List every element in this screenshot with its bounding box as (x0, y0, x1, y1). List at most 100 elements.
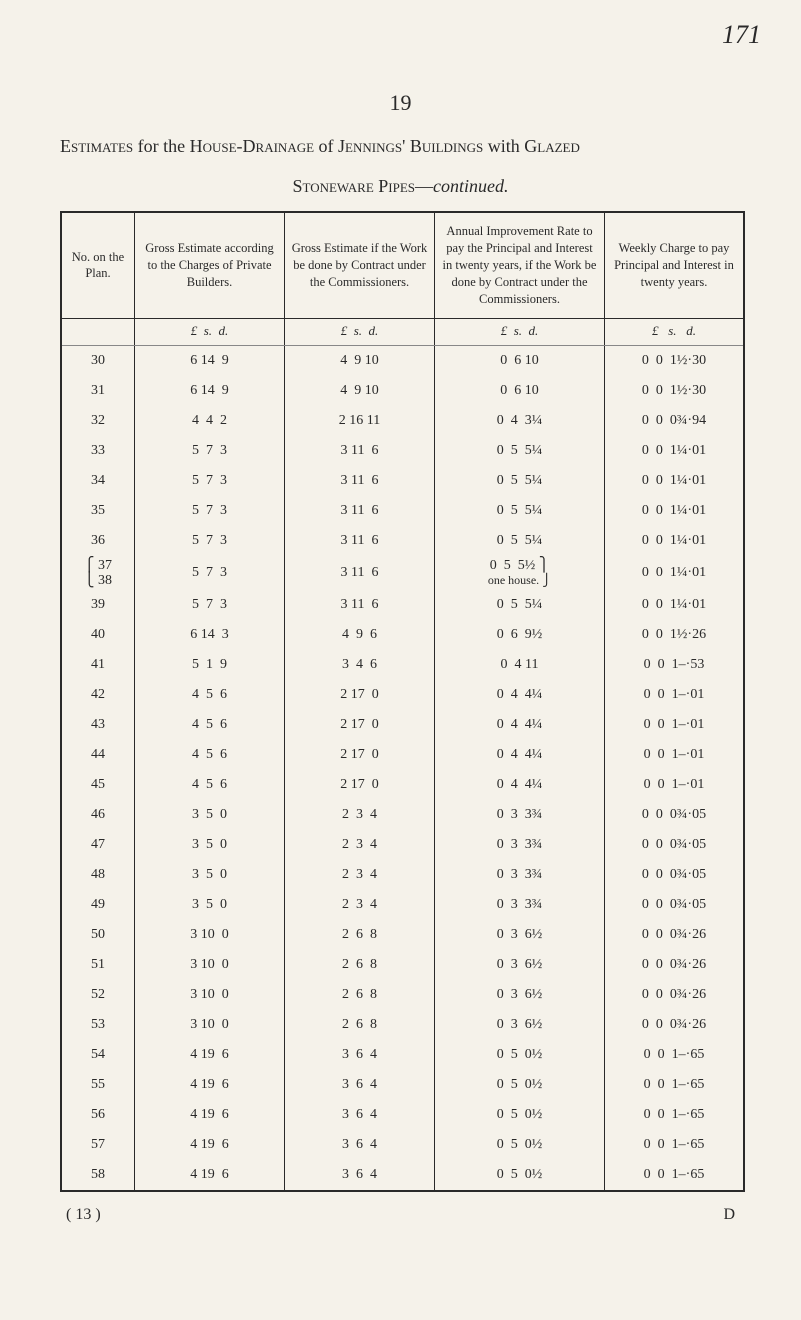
subhead-sc: Stoneware Pipes (293, 176, 416, 196)
cell-contract: 2 6 8 (285, 920, 435, 950)
cell-contract: 2 17 0 (285, 770, 435, 800)
table-row: 584 19 63 6 40 5 0½0 0 1–·65 (62, 1160, 743, 1190)
cell-gross: 4 19 6 (135, 1070, 285, 1100)
cell-weekly: 0 0 0¾·26 (605, 980, 744, 1010)
table-row: 473 5 02 3 40 3 3¾0 0 0¾·05 (62, 830, 743, 860)
cell-contract: 4 9 10 (285, 376, 435, 406)
table-row: 335 7 33 11 60 5 5¼0 0 1¼·01 (62, 436, 743, 466)
cell-gross: 4 5 6 (135, 710, 285, 740)
cell-gross: 5 7 3 (135, 556, 285, 591)
cell-plan: 55 (62, 1070, 135, 1100)
table-row: 533 10 02 6 80 3 6½0 0 0¾·26 (62, 1010, 743, 1040)
subhead-dash: — (415, 176, 433, 196)
table-header-row: No. on the Plan. Gross Estimate accordin… (62, 213, 743, 318)
cell-contract: 2 17 0 (285, 680, 435, 710)
cell-weekly: 0 0 1¼·01 (605, 590, 744, 620)
cell-gross: 4 19 6 (135, 1130, 285, 1160)
cell-contract: 3 6 4 (285, 1160, 435, 1190)
cell-contract: 4 9 6 (285, 620, 435, 650)
table-row: 544 19 63 6 40 5 0½0 0 1–·65 (62, 1040, 743, 1070)
cell-contract: 2 6 8 (285, 950, 435, 980)
cell-gross: 5 7 3 (135, 466, 285, 496)
cell-weekly: 0 0 0¾·94 (605, 406, 744, 436)
cell-plan: 42 (62, 680, 135, 710)
cell-contract: 2 16 11 (285, 406, 435, 436)
cell-gross: 4 19 6 (135, 1160, 285, 1190)
cell-annual: 0 4 3¼ (435, 406, 605, 436)
cell-contract: 3 6 4 (285, 1130, 435, 1160)
cell-contract: 2 17 0 (285, 710, 435, 740)
cell-annual: 0 6 10 (435, 376, 605, 406)
cell-plan: 39 (62, 590, 135, 620)
cell-plan: 40 (62, 620, 135, 650)
cell-weekly: 0 0 1¼·01 (605, 436, 744, 466)
col-header-weekly: Weekly Charge to pay Principal and Inter… (605, 213, 744, 318)
cell-gross: 5 1 9 (135, 650, 285, 680)
cell-gross: 4 19 6 (135, 1040, 285, 1070)
cell-annual: 0 6 9½ (435, 620, 605, 650)
cell-plan: 54 (62, 1040, 135, 1070)
table-row: 503 10 02 6 80 3 6½0 0 0¾·26 (62, 920, 743, 950)
cell-gross: 4 4 2 (135, 406, 285, 436)
cell-contract: 3 11 6 (285, 590, 435, 620)
cell-contract: 3 6 4 (285, 1040, 435, 1070)
cell-weekly: 0 0 1¼·01 (605, 556, 744, 591)
cell-weekly: 0 0 1–·65 (605, 1040, 744, 1070)
cell-contract: 2 3 4 (285, 890, 435, 920)
table-row: 365 7 33 11 60 5 5¼0 0 1¼·01 (62, 526, 743, 556)
cell-annual: 0 5 5¼ (435, 526, 605, 556)
cell-plan: 33 (62, 436, 135, 466)
cell-weekly: 0 0 1–·65 (605, 1070, 744, 1100)
table-row: 424 5 62 17 00 4 4¼0 0 1–·01 (62, 680, 743, 710)
heading-sc1: House-Drainage (190, 136, 314, 156)
footer-left: ( 13 ) (66, 1206, 101, 1224)
heading: Estimates for the House-Drainage of Jenn… (60, 134, 741, 158)
cell-weekly: 0 0 1¼·01 (605, 526, 744, 556)
cell-gross: 3 5 0 (135, 860, 285, 890)
cell-weekly: 0 0 1–·65 (605, 1100, 744, 1130)
cell-weekly: 0 0 0¾·26 (605, 920, 744, 950)
cell-contract: 2 3 4 (285, 800, 435, 830)
cell-annual: 0 5 5¼ (435, 436, 605, 466)
table-row: 523 10 02 6 80 3 6½0 0 0¾·26 (62, 980, 743, 1010)
cell-gross: 6 14 9 (135, 376, 285, 406)
table-body: £ s. d. £ s. d. £ s. d. £ s. d. 306 14 9… (62, 318, 743, 1190)
cell-weekly: 0 0 1–·01 (605, 770, 744, 800)
cell-annual: 0 4 4¼ (435, 770, 605, 800)
cell-plan: 43 (62, 710, 135, 740)
cell-annual: 0 5 5¼ (435, 496, 605, 526)
heading-sc3: Glazed (524, 136, 580, 156)
cell-contract: 3 6 4 (285, 1100, 435, 1130)
cell-plan: 31 (62, 376, 135, 406)
cell-plan: 46 (62, 800, 135, 830)
col-header-contract: Gross Estimate if the Work be done by Co… (285, 213, 435, 318)
cell-annual: 0 3 3¾ (435, 800, 605, 830)
cell-weekly: 0 0 1¼·01 (605, 466, 744, 496)
table-row: 395 7 33 11 60 5 5¼0 0 1¼·01 (62, 590, 743, 620)
cell-gross: 3 10 0 (135, 980, 285, 1010)
cell-gross: 3 10 0 (135, 1010, 285, 1040)
table-row: 306 14 94 9 100 6 100 0 1½·30 (62, 345, 743, 376)
cell-gross: 3 5 0 (135, 830, 285, 860)
table-row: 463 5 02 3 40 3 3¾0 0 0¾·05 (62, 800, 743, 830)
heading-text: for the (133, 136, 189, 156)
cell-plan: 49 (62, 890, 135, 920)
cell-gross: 3 10 0 (135, 920, 285, 950)
cell-annual: 0 5 0½ (435, 1070, 605, 1100)
table-row: 406 14 34 9 60 6 9½0 0 1½·26 (62, 620, 743, 650)
cell-contract: 2 6 8 (285, 980, 435, 1010)
cell-weekly: 0 0 1–·53 (605, 650, 744, 680)
unit-lsd: £ s. d. (435, 318, 605, 345)
heading-sc2: Jennings' Buildings (338, 136, 483, 156)
cell-contract: 4 9 10 (285, 345, 435, 376)
table-row: 483 5 02 3 40 3 3¾0 0 0¾·05 (62, 860, 743, 890)
table-row: 345 7 33 11 60 5 5¼0 0 1¼·01 (62, 466, 743, 496)
table-row: 493 5 02 3 40 3 3¾0 0 0¾·05 (62, 890, 743, 920)
cell-plan: 30 (62, 345, 135, 376)
cell-gross: 3 5 0 (135, 800, 285, 830)
estimates-table: No. on the Plan. Gross Estimate accordin… (62, 213, 743, 1190)
cell-contract: 2 3 4 (285, 830, 435, 860)
cell-gross: 5 7 3 (135, 590, 285, 620)
col-header-gross: Gross Estimate according to the Charges … (135, 213, 285, 318)
cell-annual: 0 4 4¼ (435, 710, 605, 740)
